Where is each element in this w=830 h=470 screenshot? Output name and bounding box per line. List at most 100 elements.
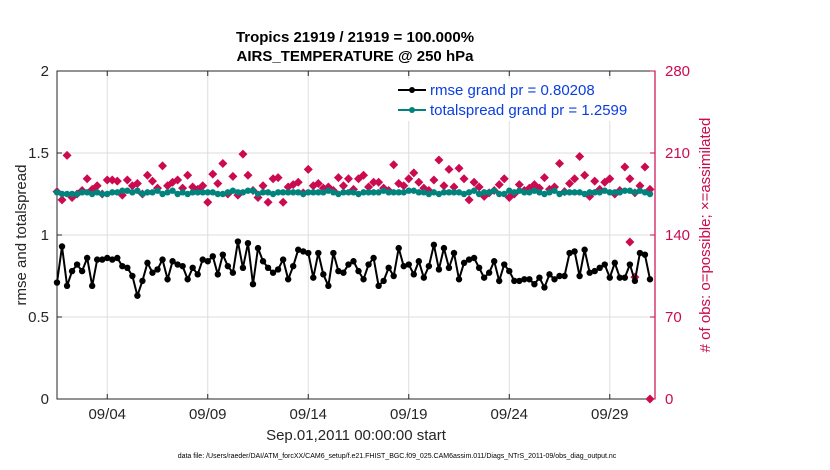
- obs-point: [243, 170, 253, 180]
- rmse-point: [63, 282, 71, 290]
- tick-layer: 09/04 09/09 09/14 09/19 09/24 09/29 0 0.5 1 1.5 2 0…: [28, 63, 690, 423]
- rmse-point: [475, 264, 483, 271]
- spread-point: [164, 189, 171, 196]
- spread-point: [480, 189, 488, 196]
- spread-point: [546, 189, 553, 196]
- rmse-point: [94, 256, 101, 263]
- obs-point: [213, 178, 223, 188]
- rmse-point: [561, 272, 568, 280]
- rmse-point: [480, 274, 488, 281]
- spread-point: [445, 189, 453, 196]
- rmse-point: [154, 266, 161, 273]
- spread-point: [58, 190, 66, 198]
- rmse-point: [295, 246, 302, 253]
- spread-point: [380, 187, 387, 194]
- spread-point: [284, 189, 292, 196]
- rmse-point: [179, 262, 186, 270]
- rmse-point: [204, 258, 211, 265]
- spread-point: [274, 189, 282, 196]
- spread-point: [119, 187, 126, 194]
- obs-point: [218, 159, 228, 169]
- spread-point: [400, 189, 407, 196]
- obs-point: [364, 182, 374, 192]
- rmse-point: [410, 271, 417, 278]
- rmse-point: [380, 277, 387, 285]
- spread-point: [224, 189, 232, 196]
- obs-point: [399, 181, 409, 191]
- obs-point: [434, 155, 444, 165]
- rmse-point: [300, 248, 307, 255]
- spread-point: [189, 189, 196, 196]
- obs-point: [414, 177, 424, 187]
- rmse-point: [395, 244, 402, 252]
- spread-point: [239, 189, 247, 196]
- chart-subtitle: AIRS_TEMPERATURE @ 250 hPa: [237, 48, 475, 65]
- obs-point: [338, 181, 348, 191]
- spread-point: [219, 190, 227, 198]
- rmse-point: [224, 262, 232, 270]
- rmse-point: [616, 274, 624, 281]
- y-right-tick-label: 70: [665, 309, 682, 326]
- rmse-point: [626, 261, 634, 268]
- spread-point: [249, 187, 257, 194]
- spread-point: [420, 189, 428, 196]
- y-tick-label: 1: [41, 227, 49, 244]
- legend-box: [392, 79, 650, 121]
- obs-point: [208, 169, 218, 179]
- rmse-point: [124, 264, 131, 271]
- obs-point: [580, 170, 590, 180]
- rmse-point: [531, 281, 538, 288]
- obs-point: [469, 177, 479, 187]
- obs-point: [539, 173, 549, 183]
- spread-point: [289, 189, 297, 196]
- rmse-point: [415, 258, 423, 265]
- obs-point: [575, 152, 585, 162]
- spread-point: [490, 187, 498, 194]
- y-right-tick-label: 0: [665, 391, 673, 408]
- spread-point: [606, 189, 613, 196]
- rmse-point: [259, 258, 267, 265]
- spread-point: [410, 187, 417, 194]
- rmse-point: [345, 261, 352, 268]
- spread-point: [88, 190, 96, 198]
- rmse-point: [269, 269, 277, 276]
- rmse-point: [330, 249, 337, 257]
- obs-point: [263, 197, 273, 207]
- spread-point: [470, 187, 478, 194]
- obs-point: [147, 176, 157, 186]
- rmse-point: [289, 262, 297, 270]
- obs-point: [635, 181, 645, 191]
- spread-point: [144, 189, 151, 196]
- obs-point: [173, 175, 183, 185]
- spread-point: [340, 189, 347, 196]
- spread-point: [521, 189, 528, 196]
- obs-point: [132, 178, 142, 188]
- rmse-point: [149, 269, 156, 276]
- spread-point: [94, 189, 101, 196]
- spread-point: [430, 189, 438, 196]
- spread-point: [485, 189, 493, 196]
- spread-point: [516, 187, 523, 194]
- spread-point: [345, 189, 352, 196]
- spread-point: [63, 190, 71, 198]
- spread-point: [596, 189, 603, 196]
- spread-point: [536, 189, 543, 196]
- obs-point: [238, 149, 248, 159]
- legend-spread-label: totalspread grand pr = 1.2599: [430, 102, 627, 119]
- rmse-point: [511, 277, 518, 285]
- obs-point: [203, 197, 213, 207]
- rmse-point: [490, 258, 498, 265]
- obs-point: [359, 170, 369, 180]
- rmse-point: [465, 256, 473, 263]
- spread-point: [496, 190, 503, 198]
- obs-point: [464, 195, 474, 205]
- y-tick-label: 0: [41, 391, 49, 408]
- obs-point: [343, 174, 353, 184]
- rmse-point: [68, 267, 76, 275]
- rmse-point: [340, 269, 347, 276]
- legend-rmse-label: rmse grand pr = 0.80208: [430, 82, 595, 99]
- chart-title: Tropics 21919 / 21919 = 100.000%: [236, 29, 474, 46]
- rmse-point: [425, 262, 433, 270]
- obs-point: [333, 173, 343, 183]
- spread-point: [450, 189, 458, 196]
